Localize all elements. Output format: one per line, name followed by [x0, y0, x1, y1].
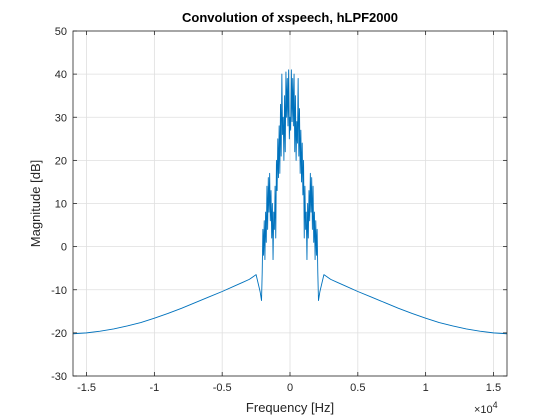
y-tick-label: -30	[51, 371, 67, 383]
x-tick-label: -1.5	[77, 382, 96, 394]
y-tick-label: 50	[55, 26, 67, 38]
tick-labels: -1.5 -1 -0.5 0 0.5 1 1.5 -30 -20 -10 0 10 20 30 40 50	[51, 26, 501, 394]
ticks	[73, 30, 507, 377]
y-tick-label: 40	[55, 69, 67, 81]
series-layer	[73, 69, 507, 335]
x-axis-label: Frequency [Hz]	[246, 400, 334, 415]
x-tick-label: -1	[149, 382, 159, 394]
y-tick-label: 10	[55, 199, 67, 211]
y-tick-label: 0	[61, 242, 67, 254]
y-tick-label: 30	[55, 112, 67, 124]
y-tick-label: -20	[51, 328, 67, 340]
x-exponent-base: ×10	[474, 404, 493, 416]
x-exponent-label: ×104	[474, 400, 498, 416]
chart-title: Convolution of xspeech, hLPF2000	[182, 10, 398, 25]
series-line-1	[73, 69, 507, 335]
y-tick-label: 20	[55, 155, 67, 167]
x-tick-label: 1.5	[486, 382, 501, 394]
x-tick-label: 1	[423, 382, 429, 394]
x-tick-label: 0.5	[350, 382, 365, 394]
x-exponent-power: 4	[493, 400, 498, 410]
x-tick-label: 0	[287, 382, 293, 394]
x-tick-label: -0.5	[213, 382, 232, 394]
y-axis-label: Magnitude [dB]	[28, 160, 43, 247]
y-tick-label: -10	[51, 285, 67, 297]
